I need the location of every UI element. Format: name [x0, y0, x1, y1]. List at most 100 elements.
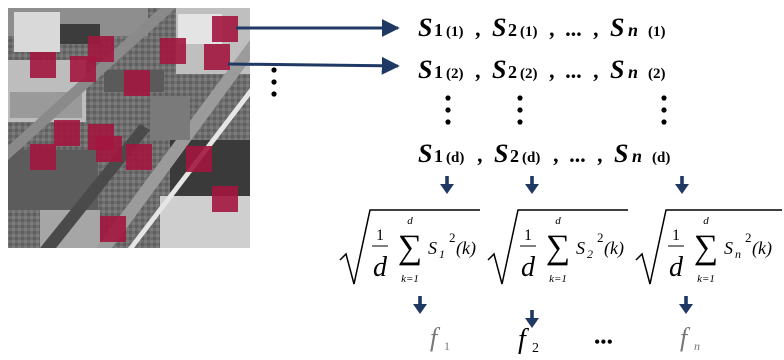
row1-s1-symbol: S — [418, 13, 432, 42]
patch-14 — [212, 186, 238, 212]
patch-11 — [30, 144, 56, 170]
rowd-sep-1: , — [477, 142, 484, 167]
row1-sn-symbol: S — [610, 13, 624, 42]
formula-arg-1: (k) — [456, 238, 476, 259]
rowd-sn-sub: n — [632, 146, 642, 166]
formula-rms-n: 1 d d ∑ k=1 S n 2 (k) — [635, 209, 782, 285]
row2-sep-3: , — [593, 58, 600, 83]
row2-s1-symbol: S — [418, 55, 432, 84]
row1-ellipsis: ... — [566, 16, 583, 41]
sum-bottom-2: k=1 — [549, 273, 567, 285]
formula-s-1: S — [428, 238, 437, 258]
vertical-dots-columns — [445, 95, 667, 125]
patch-6 — [70, 56, 96, 82]
patch-overlay — [30, 16, 238, 242]
formula-rms-1: 1 d d ∑ k=1 S 1 2 (k) — [339, 209, 480, 285]
formula-s-sub-1: 1 — [439, 247, 445, 261]
down-arrows-to-formulas — [440, 176, 689, 194]
formula-s-n: S — [724, 238, 733, 258]
row1-s2-idx: (1) — [520, 24, 538, 40]
rowd-s1-symbol: S — [418, 139, 432, 168]
patch-7 — [124, 70, 150, 96]
row2-sep-1: , — [475, 58, 482, 83]
feature-f1-sub: 1 — [444, 339, 450, 353]
sum-top-1: d — [407, 215, 413, 227]
formula-s-sub-n: n — [735, 247, 741, 261]
patch-5 — [30, 52, 56, 78]
features-between-dots: ••• — [594, 332, 613, 352]
row1-sep-2: , — [549, 16, 556, 41]
sum-top-2: d — [555, 215, 561, 227]
patch-1 — [212, 16, 238, 42]
features-row: f 1 f 2 ••• f n — [430, 323, 700, 356]
frac-den-2: d — [521, 252, 536, 283]
rowd-s1-idx: (d) — [446, 150, 464, 166]
sequence-row-2: S 1 (2) , S 2 (2) , ... , S n (2) — [418, 55, 666, 84]
row2-s1-sub: 1 — [434, 62, 443, 82]
row1-s2-sub: 2 — [508, 20, 517, 40]
frac-den-1: d — [373, 252, 388, 283]
feature-f2-sub: 2 — [532, 341, 539, 356]
row1-sep-1: , — [475, 16, 482, 41]
sequence-row-d: S 1 (d) , S 2 (d) , ... , S n (d) — [418, 139, 670, 168]
row1-sn-idx: (1) — [648, 24, 666, 40]
row1-s2-symbol: S — [492, 13, 506, 42]
patch-8 — [54, 120, 80, 146]
rowd-ellipsis: ... — [570, 142, 587, 167]
patch-12 — [126, 144, 152, 170]
rowd-sep-2: , — [553, 142, 560, 167]
patch-2 — [204, 44, 230, 70]
formula-arg-2: (k) — [604, 238, 624, 259]
formula-exp-n: 2 — [745, 230, 752, 245]
rowd-s2-sub: 2 — [510, 146, 519, 166]
rowd-s2-idx: (d) — [522, 150, 540, 166]
row2-s1-idx: (2) — [446, 66, 464, 82]
formula-rms-2: 1 d d ∑ k=1 S 2 2 (k) — [487, 209, 628, 285]
formula-s-2: S — [576, 238, 585, 258]
image-vertical-dots — [271, 67, 277, 97]
formula-exp-1: 2 — [449, 230, 456, 245]
feature-fn-symbol: f — [680, 323, 691, 352]
sum-sigma-2: ∑ — [546, 229, 570, 266]
row1-sep-3: , — [593, 16, 600, 41]
sum-sigma-n: ∑ — [694, 229, 718, 266]
sum-bottom-1: k=1 — [401, 273, 419, 285]
connector-arrow-row-2 — [227, 56, 400, 75]
row2-sep-2: , — [549, 58, 556, 83]
row2-sn-symbol: S — [610, 55, 624, 84]
feature-f1-symbol: f — [430, 323, 441, 352]
row2-s2-sub: 2 — [508, 62, 517, 82]
row2-s2-symbol: S — [492, 55, 506, 84]
row2-sn-idx: (2) — [648, 66, 666, 82]
patch-13 — [186, 146, 212, 172]
frac-num-2: 1 — [524, 227, 532, 244]
formula-exp-2: 2 — [597, 230, 604, 245]
down-arrows-to-features — [413, 296, 693, 328]
patch-4 — [160, 38, 186, 64]
sum-sigma-1: ∑ — [398, 229, 422, 266]
rowd-s1-sub: 1 — [434, 146, 443, 166]
formula-s-sub-2: 2 — [587, 247, 593, 261]
row1-s1-sub: 1 — [434, 20, 443, 40]
rowd-sep-3: , — [597, 142, 604, 167]
patch-15 — [100, 216, 126, 242]
frac-num-1: 1 — [376, 227, 384, 244]
row2-ellipsis: ... — [566, 58, 583, 83]
patch-10 — [96, 136, 122, 162]
feature-f2-symbol: f — [518, 324, 529, 355]
rowd-s2-symbol: S — [494, 139, 508, 168]
frac-num-n: 1 — [672, 227, 680, 244]
sequence-row-1: S 1 (1) , S 2 (1) , ... , S n (1) — [418, 13, 666, 42]
frac-den-n: d — [669, 252, 684, 283]
rowd-sn-symbol: S — [614, 139, 628, 168]
row2-s2-idx: (2) — [520, 66, 538, 82]
sum-bottom-n: k=1 — [697, 273, 715, 285]
sum-top-n: d — [703, 215, 709, 227]
formula-arg-n: (k) — [752, 238, 772, 259]
rowd-sn-idx: (d) — [652, 150, 670, 166]
feature-fn-sub: n — [694, 339, 700, 353]
row2-sn-sub: n — [628, 62, 638, 82]
row1-s1-idx: (1) — [446, 24, 464, 40]
row1-sn-sub: n — [628, 20, 638, 40]
